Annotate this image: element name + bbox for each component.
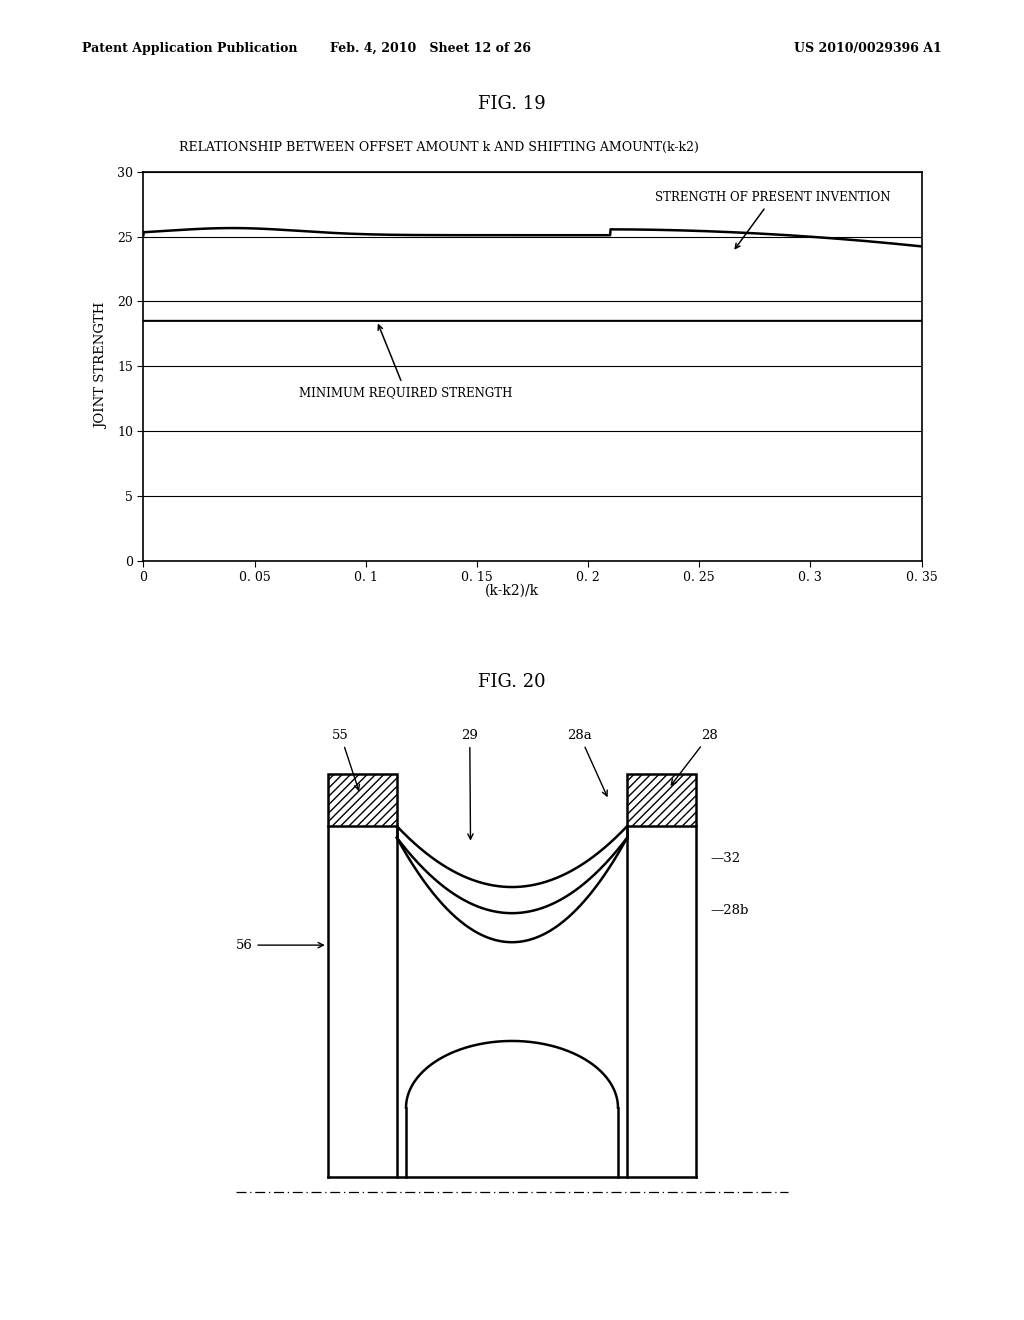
Text: STRENGTH OF PRESENT INVENTION: STRENGTH OF PRESENT INVENTION — [654, 191, 890, 248]
Text: Feb. 4, 2010   Sheet 12 of 26: Feb. 4, 2010 Sheet 12 of 26 — [330, 42, 530, 55]
Text: FIG. 20: FIG. 20 — [478, 673, 546, 692]
Text: 28a: 28a — [567, 729, 607, 796]
Text: —32: —32 — [711, 851, 740, 865]
Text: MINIMUM REQUIRED STRENGTH: MINIMUM REQUIRED STRENGTH — [299, 325, 512, 399]
Text: 29: 29 — [462, 729, 478, 840]
Text: 56: 56 — [236, 939, 324, 952]
Text: RELATIONSHIP BETWEEN OFFSET AMOUNT k AND SHIFTING AMOUNT(k-k2): RELATIONSHIP BETWEEN OFFSET AMOUNT k AND… — [179, 141, 699, 154]
Polygon shape — [628, 774, 696, 826]
Text: 28: 28 — [672, 729, 718, 785]
Y-axis label: JOINT STRENGTH: JOINT STRENGTH — [95, 304, 109, 429]
Text: 55: 55 — [332, 729, 359, 789]
Text: US 2010/0029396 A1: US 2010/0029396 A1 — [795, 42, 942, 55]
Text: (k-k2)/k: (k-k2)/k — [485, 583, 539, 598]
Text: —28b: —28b — [711, 904, 749, 917]
Text: Patent Application Publication: Patent Application Publication — [82, 42, 297, 55]
Text: FIG. 19: FIG. 19 — [478, 95, 546, 114]
Polygon shape — [328, 774, 397, 826]
